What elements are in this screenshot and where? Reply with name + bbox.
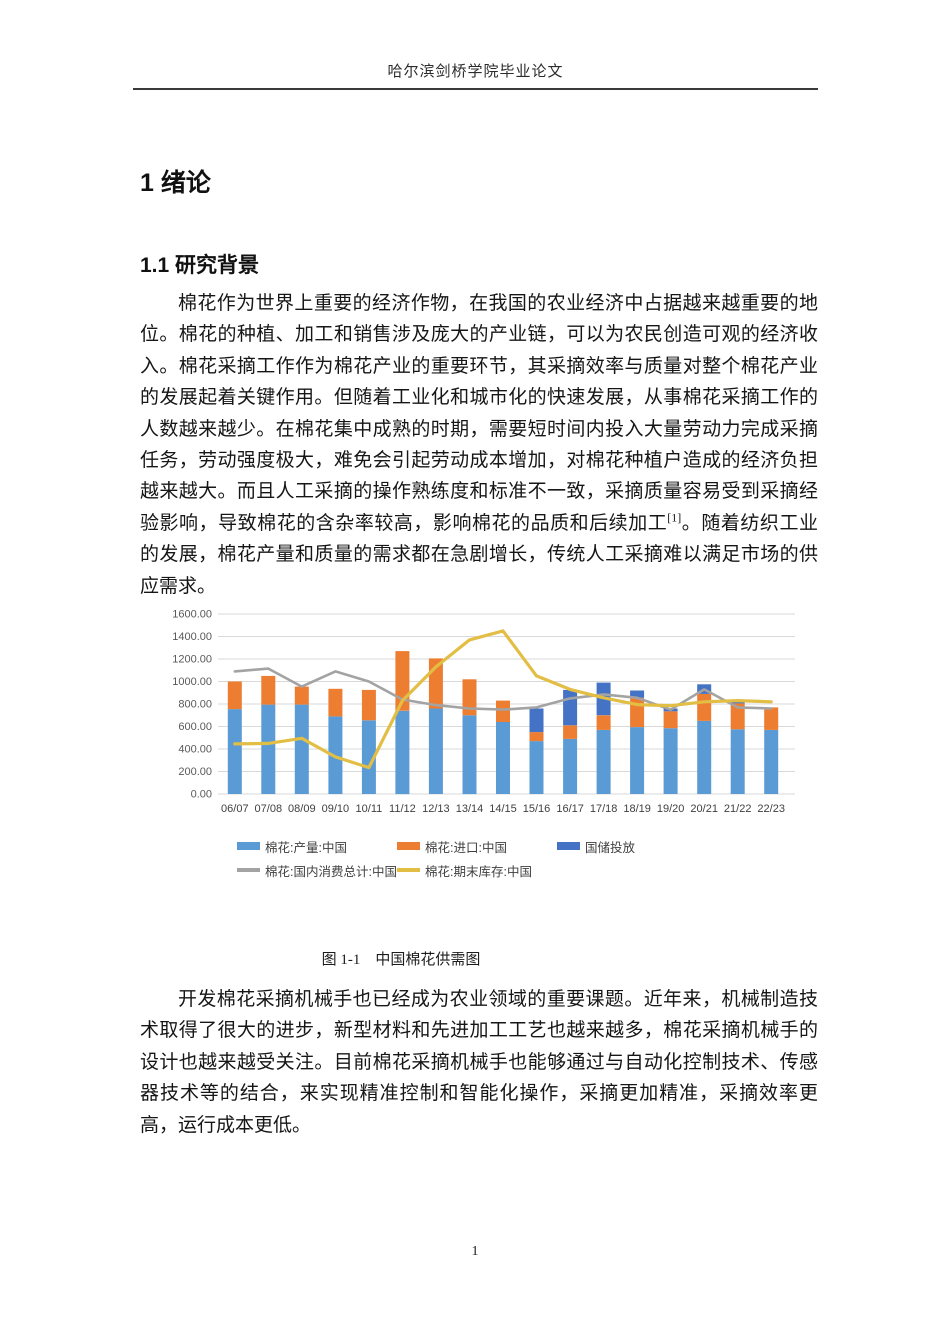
svg-text:1400.00: 1400.00 (172, 631, 212, 643)
supply-demand-chart: 0.00 200.00 400.00 600.00 800.00 1000.00 1200.… (172, 609, 795, 815)
svg-text:12/13: 12/13 (422, 803, 450, 815)
legend-line-swatch-icon (397, 868, 420, 872)
page-number: 1 (471, 1244, 479, 1259)
legend-row: 棉花:国内消费总计:中国 棉花:期末库存:中国 (237, 858, 818, 882)
svg-text:07/08: 07/08 (255, 803, 283, 815)
paragraph-manipulator-development: 开发棉花采摘机械手也已经成为农业领域的重要课题。近年来，机械制造技术取得了很大的… (140, 989, 818, 1136)
legend-line-swatch-icon (237, 868, 260, 872)
svg-text:08/09: 08/09 (288, 803, 316, 815)
figure-cotton-supply-demand: 0.00 200.00 400.00 600.00 800.00 1000.00 1200.… (168, 604, 818, 882)
svg-text:800.00: 800.00 (178, 699, 212, 711)
legend-bar-swatch-icon (237, 842, 260, 850)
chart-legend: 棉花:产量:中国 棉花:进口:中国 国储投放棉花:国内消费总计:中国 棉花:期末库存:… (168, 834, 818, 882)
paragraph-text-continued: 。随着纺织工业的发展，棉花产量和质量的需求都在急剧增长，传统人工采摘难以满足市场… (140, 512, 818, 597)
legend-item: 棉花:进口:中国 (397, 837, 557, 856)
chapter-heading: 1 绪论 (140, 169, 211, 197)
svg-text:600.00: 600.00 (178, 721, 212, 733)
svg-text:14/15: 14/15 (489, 803, 517, 815)
svg-text:10/11: 10/11 (356, 803, 383, 815)
citation-reference-1: [1] (667, 510, 682, 525)
paragraph-research-background: 棉花作为世界上重要的经济作物，在我国的农业经济中占据越来越重要的地位。棉花的种植… (140, 288, 818, 602)
paragraph-text: 棉花作为世界上重要的经济作物，在我国的农业经济中占据越来越重要的地位。棉花的种植… (140, 293, 818, 534)
svg-text:11/12: 11/12 (389, 803, 416, 815)
svg-text:15/16: 15/16 (523, 803, 551, 815)
svg-text:19/20: 19/20 (657, 803, 685, 815)
legend-item: 棉花:期末库存:中国 (397, 861, 532, 880)
svg-text:17/18: 17/18 (590, 803, 618, 815)
legend-label: 棉花:进口:中国 (425, 840, 507, 855)
legend-label: 棉花:期末库存:中国 (425, 864, 532, 879)
svg-text:06/07: 06/07 (221, 803, 249, 815)
section-heading: 1.1 研究背景 (140, 254, 260, 277)
header-title: 哈尔滨剑桥学院毕业论文 (387, 64, 564, 80)
svg-text:13/14: 13/14 (456, 803, 484, 815)
legend-bar-swatch-icon (397, 842, 420, 850)
legend-bar-swatch-icon (557, 842, 580, 850)
svg-text:18/19: 18/19 (623, 803, 651, 815)
legend-label: 棉花:国内消费总计:中国 (265, 864, 397, 879)
svg-text:1600.00: 1600.00 (172, 609, 212, 621)
legend-item: 棉花:国内消费总计:中国 (237, 861, 397, 880)
legend-item: 棉花:产量:中国 (237, 837, 397, 856)
legend-row: 棉花:产量:中国 棉花:进口:中国 国储投放 (237, 834, 818, 858)
svg-text:1200.00: 1200.00 (172, 654, 212, 666)
legend-label: 国储投放 (585, 840, 636, 855)
svg-text:16/17: 16/17 (556, 803, 584, 815)
legend-label: 棉花:产量:中国 (265, 840, 347, 855)
figure-caption: 图 1-1 中国棉花供需图 (321, 952, 481, 968)
legend-item: 国储投放 (557, 837, 635, 856)
svg-text:1000.00: 1000.00 (172, 676, 212, 688)
svg-text:21/22: 21/22 (724, 803, 752, 815)
svg-text:400.00: 400.00 (178, 744, 212, 756)
svg-text:20/21: 20/21 (690, 803, 718, 815)
page-header: 哈尔滨剑桥学院毕业论文 (133, 60, 818, 90)
svg-text:09/10: 09/10 (322, 803, 350, 815)
svg-text:0.00: 0.00 (191, 789, 212, 801)
svg-text:200.00: 200.00 (178, 766, 212, 778)
svg-text:22/23: 22/23 (757, 803, 785, 815)
